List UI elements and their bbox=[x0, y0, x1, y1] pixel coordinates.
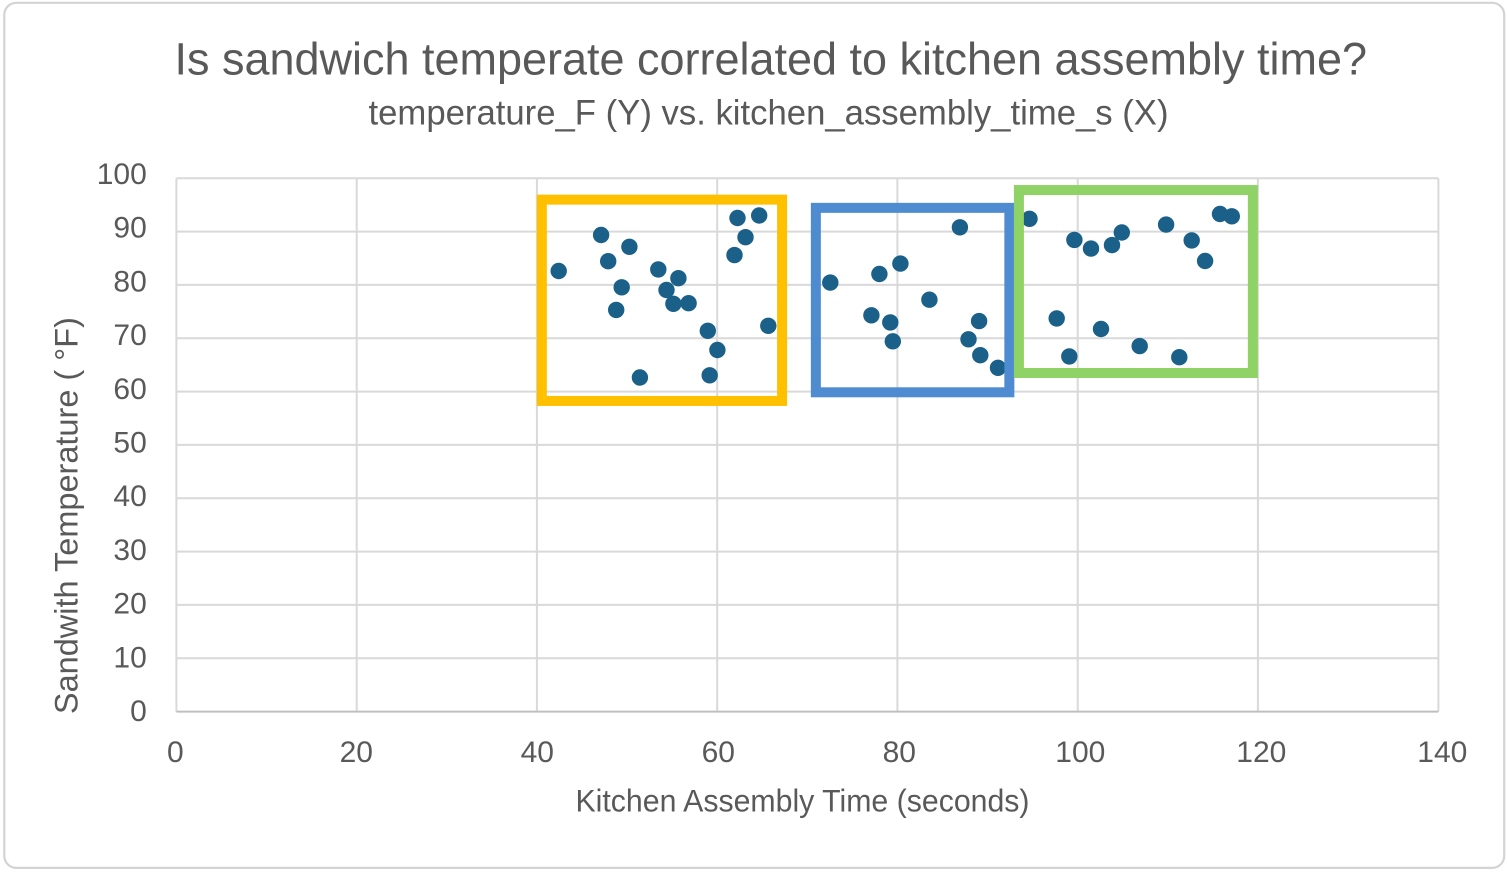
svg-text:20: 20 bbox=[113, 588, 146, 621]
svg-text:40: 40 bbox=[521, 736, 554, 769]
svg-text:temperature_F (Y) vs. kitchen_: temperature_F (Y) vs. kitchen_assembly_t… bbox=[369, 93, 1169, 132]
svg-text:80: 80 bbox=[113, 265, 146, 298]
svg-text:120: 120 bbox=[1236, 736, 1286, 769]
svg-text:140: 140 bbox=[1417, 736, 1467, 769]
svg-text:70: 70 bbox=[113, 319, 146, 352]
svg-text:0: 0 bbox=[130, 695, 147, 728]
svg-text:Kitchen Assembly Time (seconds: Kitchen Assembly Time (seconds) bbox=[576, 783, 1030, 819]
svg-text:60: 60 bbox=[113, 373, 146, 406]
svg-text:Is sandwich temperate correlat: Is sandwich temperate correlated to kitc… bbox=[175, 34, 1368, 85]
svg-text:40: 40 bbox=[113, 480, 146, 513]
svg-text:90: 90 bbox=[113, 212, 146, 245]
svg-text:10: 10 bbox=[113, 641, 146, 674]
svg-text:Sandwith Temperature ( °F): Sandwith Temperature ( °F) bbox=[48, 317, 84, 714]
svg-text:0: 0 bbox=[167, 736, 184, 769]
svg-text:80: 80 bbox=[883, 736, 916, 769]
svg-text:60: 60 bbox=[702, 736, 735, 769]
svg-text:100: 100 bbox=[97, 158, 147, 191]
svg-text:30: 30 bbox=[113, 534, 146, 567]
svg-text:20: 20 bbox=[340, 736, 373, 769]
svg-text:50: 50 bbox=[113, 427, 146, 460]
svg-text:100: 100 bbox=[1055, 736, 1105, 769]
